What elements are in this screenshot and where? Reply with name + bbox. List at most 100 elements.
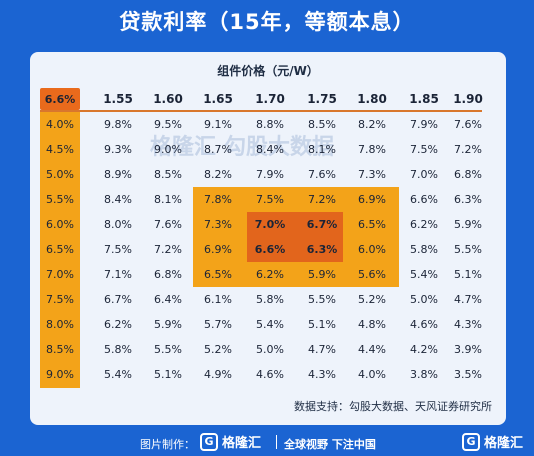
row-header: 6.0% bbox=[46, 218, 74, 231]
table-cell: 8.2% bbox=[358, 118, 386, 131]
row-header: 9.0% bbox=[46, 368, 74, 381]
table-cell: 7.6% bbox=[454, 118, 482, 131]
corner-cell: 6.6% bbox=[40, 88, 80, 110]
row-header: 7.5% bbox=[46, 293, 74, 306]
table-cell: 5.0% bbox=[256, 343, 284, 356]
table-cell: 7.3% bbox=[358, 168, 386, 181]
row-header: 5.0% bbox=[46, 168, 74, 181]
table-cell: 9.8% bbox=[104, 118, 132, 131]
table-cell: 6.8% bbox=[454, 168, 482, 181]
table-cell: 6.7% bbox=[104, 293, 132, 306]
table-cell: 6.5% bbox=[204, 268, 232, 281]
table-cell: 8.5% bbox=[154, 168, 182, 181]
table-cell: 5.6% bbox=[358, 268, 386, 281]
table-cell: 4.9% bbox=[204, 368, 232, 381]
column-header: 1.70 bbox=[255, 92, 285, 106]
table-cell: 5.9% bbox=[454, 218, 482, 231]
footer-slogan: 全球视野 下注中国 bbox=[284, 438, 376, 451]
table-cell: 9.3% bbox=[104, 143, 132, 156]
table-cell: 8.4% bbox=[256, 143, 284, 156]
row-header: 4.0% bbox=[46, 118, 74, 131]
table-cell: 9.5% bbox=[154, 118, 182, 131]
footer: 图片制作： G 格隆汇 全球视野 下注中国 G 格隆汇 bbox=[0, 428, 534, 456]
table-cell: 6.6% bbox=[254, 243, 286, 256]
table-cell: 5.4% bbox=[256, 318, 284, 331]
table-cell: 7.5% bbox=[104, 243, 132, 256]
table-cell: 5.1% bbox=[154, 368, 182, 381]
made-by-label: 图片制作： bbox=[140, 438, 195, 451]
table-cell: 4.8% bbox=[358, 318, 386, 331]
footer-logo: G 格隆汇 bbox=[200, 432, 261, 451]
table-cell: 7.8% bbox=[358, 143, 386, 156]
table-cell: 7.8% bbox=[204, 193, 232, 206]
column-header: 1.60 bbox=[153, 92, 183, 106]
column-header: 1.80 bbox=[357, 92, 387, 106]
table-cell: 9.1% bbox=[204, 118, 232, 131]
table-cell: 9.0% bbox=[154, 143, 182, 156]
column-header: 1.55 bbox=[103, 92, 133, 106]
table-cell: 4.2% bbox=[410, 343, 438, 356]
table-cell: 5.0% bbox=[410, 293, 438, 306]
table-cell: 6.4% bbox=[154, 293, 182, 306]
table-cell: 5.7% bbox=[204, 318, 232, 331]
table-cell: 4.0% bbox=[358, 368, 386, 381]
table-cell: 6.2% bbox=[256, 268, 284, 281]
table-cell: 7.2% bbox=[454, 143, 482, 156]
page-title: 贷款利率（15年，等额本息） bbox=[119, 10, 415, 34]
row-header-column bbox=[40, 112, 80, 388]
table-cell: 6.5% bbox=[358, 218, 386, 231]
table-cell: 5.8% bbox=[104, 343, 132, 356]
row-header: 6.5% bbox=[46, 243, 74, 256]
table-cell: 6.3% bbox=[306, 243, 338, 256]
table-cell: 4.3% bbox=[308, 368, 336, 381]
table-cell: 5.5% bbox=[454, 243, 482, 256]
table-cell: 5.1% bbox=[454, 268, 482, 281]
table-cell: 8.1% bbox=[308, 143, 336, 156]
table-cell: 8.5% bbox=[308, 118, 336, 131]
source-note: 数据支持：勾股大数据、天风证券研究所 bbox=[294, 400, 492, 413]
table-cell: 8.7% bbox=[204, 143, 232, 156]
table-cell: 8.1% bbox=[154, 193, 182, 206]
table-cell: 8.0% bbox=[104, 218, 132, 231]
table-cell: 5.5% bbox=[308, 293, 336, 306]
table-cell: 4.6% bbox=[256, 368, 284, 381]
row-header: 8.0% bbox=[46, 318, 74, 331]
g-logo-icon: G bbox=[462, 432, 480, 451]
table-cell: 6.1% bbox=[204, 293, 232, 306]
table-cell: 7.1% bbox=[104, 268, 132, 281]
table-cell: 7.2% bbox=[154, 243, 182, 256]
row-header: 8.5% bbox=[46, 343, 74, 356]
strong-highlight-zone bbox=[247, 212, 343, 262]
table-cell: 5.5% bbox=[154, 343, 182, 356]
table-cell: 6.7% bbox=[306, 218, 338, 231]
column-header: 1.75 bbox=[307, 92, 337, 106]
table-cell: 5.9% bbox=[154, 318, 182, 331]
table-cell: 7.0% bbox=[410, 168, 438, 181]
column-header-label: 组件价格（元/W） bbox=[217, 64, 319, 78]
table-cell: 7.0% bbox=[254, 218, 286, 231]
table-cell: 7.3% bbox=[204, 218, 232, 231]
column-header: 1.65 bbox=[203, 92, 233, 106]
row-header: 7.0% bbox=[46, 268, 74, 281]
table-cell: 5.1% bbox=[308, 318, 336, 331]
table-cell: 8.9% bbox=[104, 168, 132, 181]
table-cell: 3.9% bbox=[454, 343, 482, 356]
footer-logo-text: 格隆汇 bbox=[222, 436, 262, 451]
table-cell: 7.6% bbox=[154, 218, 182, 231]
footer-logo-right: G 格隆汇 bbox=[462, 432, 523, 451]
row-header: 4.5% bbox=[46, 143, 74, 156]
table-cell: 4.4% bbox=[358, 343, 386, 356]
table-cell: 6.9% bbox=[204, 243, 232, 256]
table-cell: 8.8% bbox=[256, 118, 284, 131]
table-cell: 5.2% bbox=[204, 343, 232, 356]
table-cell: 6.6% bbox=[410, 193, 438, 206]
table-cell: 4.6% bbox=[410, 318, 438, 331]
column-header: 1.90 bbox=[453, 92, 483, 106]
table-cell: 5.2% bbox=[358, 293, 386, 306]
header-divider bbox=[40, 110, 482, 112]
table-cell: 5.8% bbox=[410, 243, 438, 256]
table-cell: 5.4% bbox=[410, 268, 438, 281]
footer-divider bbox=[276, 435, 277, 449]
table-cell: 6.0% bbox=[358, 243, 386, 256]
table-cell: 3.8% bbox=[410, 368, 438, 381]
